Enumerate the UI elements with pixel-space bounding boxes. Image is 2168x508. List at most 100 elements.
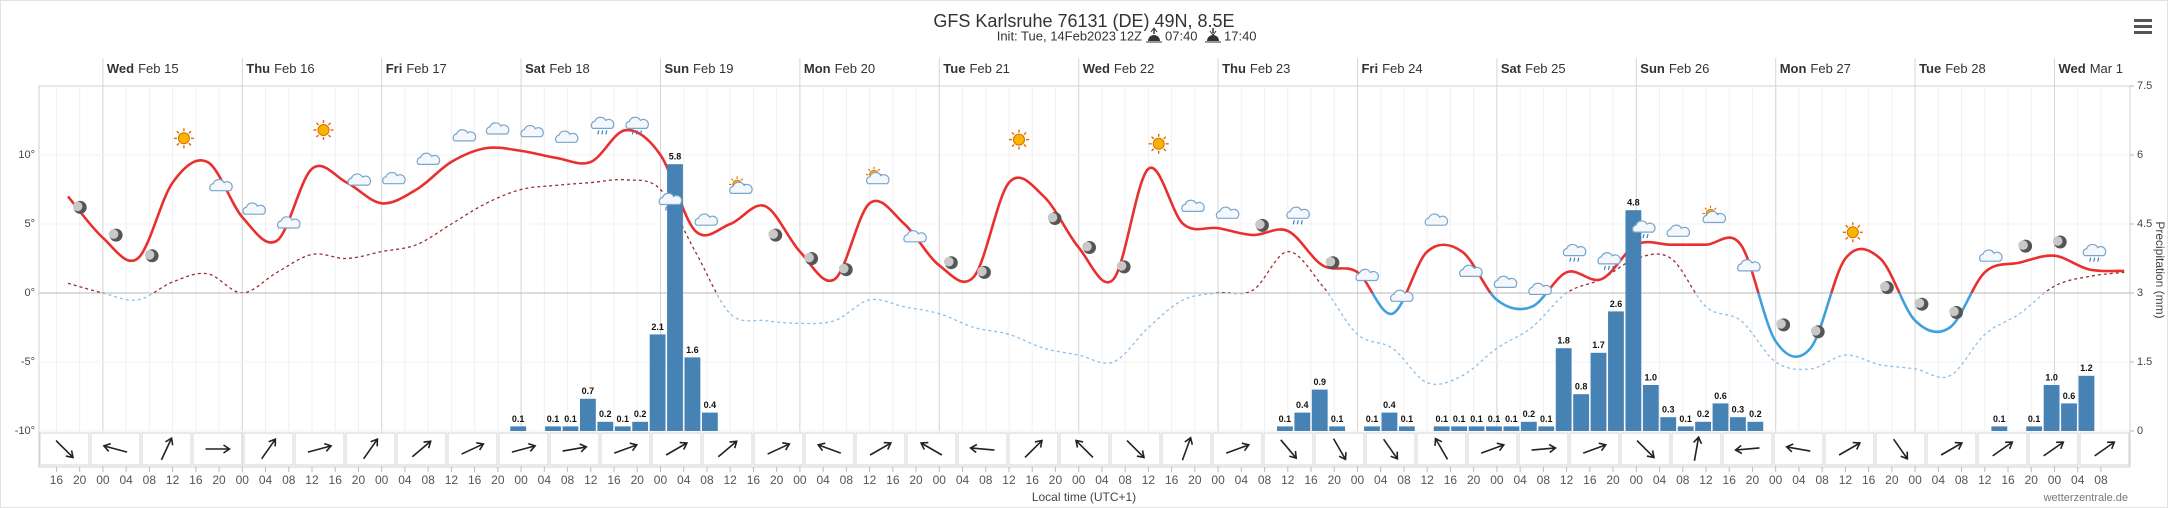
weekday: Mon: [1780, 61, 1807, 76]
day-label: Thu Feb 23: [1222, 61, 1290, 76]
y-tick-label: -5°: [21, 356, 35, 368]
wind-arrow: [362, 437, 379, 460]
bar-label: 0.8: [1575, 382, 1588, 392]
bar-label: 1.0: [2045, 372, 2058, 382]
y-tick-label: 10°: [18, 149, 35, 161]
precip-bar: [1486, 426, 1502, 431]
sunset-icon: [1205, 28, 1221, 43]
weather-icon: [694, 213, 719, 226]
x-tick-label: 00: [1351, 473, 1365, 487]
weekday: Tue: [943, 61, 965, 76]
bar-label: 0.1: [1401, 414, 1414, 424]
wind-cell: [39, 432, 90, 466]
x-tick-label: 20: [212, 473, 226, 487]
precip-bar: [1294, 412, 1311, 431]
weather-icon: [2018, 239, 2033, 253]
bar-label: 0.3: [1662, 405, 1675, 415]
bar-label: 2.6: [1610, 299, 1623, 309]
x-tick-label: 08: [1676, 473, 1690, 487]
weather-icon: [804, 252, 819, 266]
moon-lit: [1325, 256, 1336, 267]
precip-bar: [1364, 426, 1380, 431]
weather-icon: [1255, 218, 1269, 232]
moon-lit: [768, 229, 778, 239]
weather-icon: [1424, 213, 1449, 226]
x-tick-label: 20: [1885, 473, 1899, 487]
precip-bar: [1311, 389, 1328, 431]
precip-bar: [1991, 426, 2008, 431]
bar-label: 0.2: [1697, 409, 1710, 419]
precip-bar: [1573, 394, 1590, 431]
wind-cell: [549, 432, 600, 466]
x-tick-label: 04: [816, 473, 830, 487]
moon-lit: [804, 252, 814, 263]
precip-bar: [1433, 426, 1450, 431]
rain: [1603, 265, 1614, 271]
y2-tick-label: 6: [2137, 149, 2143, 161]
x-tick-label: 00: [1072, 473, 1086, 487]
moon-lit: [1810, 326, 1821, 336]
ray: [1857, 236, 1861, 240]
rain: [597, 130, 608, 135]
weather-icon: [277, 216, 301, 229]
bar-label: 0.1: [2028, 414, 2041, 424]
x-tick-label: 08: [143, 473, 157, 487]
moon-lit: [838, 263, 849, 274]
cloud: [729, 181, 753, 194]
x-tick-label: 04: [677, 473, 691, 487]
date: Feb 27: [1810, 61, 1850, 76]
wind-arrow: [1280, 439, 1298, 460]
x-tick-label: 00: [1769, 473, 1783, 487]
x-tick-label: 04: [2071, 473, 2085, 487]
day-label: Fri Feb 24: [1361, 61, 1422, 76]
precip-bar: [1503, 426, 1520, 431]
x-tick-label: 00: [933, 473, 947, 487]
wind-arrow: [1434, 437, 1449, 460]
moon-lit: [1776, 319, 1786, 329]
date: Feb 21: [969, 61, 1009, 76]
ray: [1714, 207, 1717, 210]
wind-arrow: [511, 442, 537, 453]
x-tick-label: 16: [607, 473, 621, 487]
weather-icon: [209, 178, 233, 192]
cloud: [625, 116, 649, 130]
weather-icon: [1776, 318, 1791, 332]
precip-bar: [632, 421, 649, 431]
wind-arrow: [1126, 439, 1146, 459]
wind-cell: [1008, 432, 1059, 466]
x-tick-label: 16: [747, 473, 761, 487]
ray: [188, 130, 192, 134]
y2-axis-title: Precipitation (mm): [2153, 221, 2167, 318]
rain: [665, 206, 676, 211]
weather-icon: [865, 166, 890, 185]
ray: [1845, 236, 1849, 240]
weekday: Wed: [107, 61, 134, 76]
precip-bar: [1451, 426, 1468, 431]
rain: [1569, 257, 1580, 262]
wind-arrow: [717, 440, 738, 458]
x-tick-label: 08: [421, 473, 435, 487]
cloud: [1355, 268, 1379, 282]
weather-icon: [554, 130, 579, 143]
x-tick-label: 12: [1281, 473, 1295, 487]
ray: [1151, 136, 1155, 140]
date: Feb 26: [1669, 61, 1709, 76]
wind-arrow: [562, 443, 588, 453]
weather-icon: [903, 230, 927, 243]
weather-icon: [1597, 252, 1621, 271]
cloud: [347, 173, 372, 186]
bar-label: 0.7: [582, 386, 595, 396]
weather-icon: [1493, 275, 1518, 288]
x-tick-label: 20: [631, 473, 645, 487]
day-label: Wed Feb 22: [1083, 61, 1155, 76]
precip-bar: [2078, 375, 2095, 431]
weekday: Wed: [2058, 61, 2085, 76]
cloud: [1666, 224, 1691, 237]
menu-button[interactable]: [2134, 19, 2152, 34]
date: Feb 15: [138, 61, 178, 76]
weather-icon: [1632, 220, 1656, 239]
x-tick-label: 16: [1862, 473, 1876, 487]
weekday: Sun: [1640, 61, 1665, 76]
weekday: Sat: [1501, 61, 1522, 76]
x-tick-label: 20: [1606, 473, 1620, 487]
